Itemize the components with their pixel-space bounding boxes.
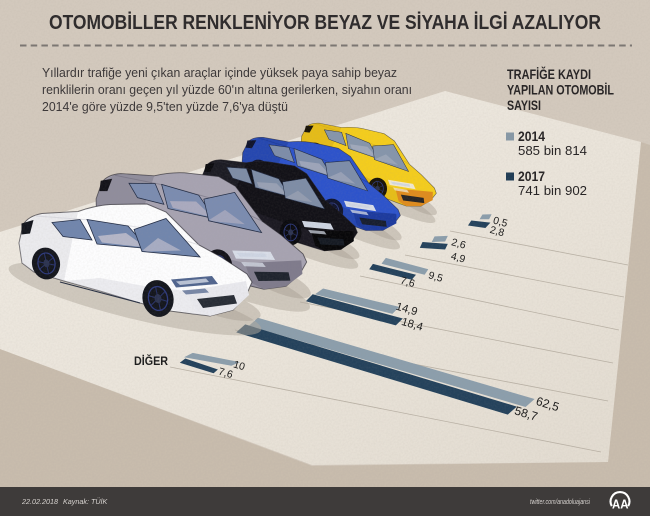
svg-text:twitter.com/anadoluajansi: twitter.com/anadoluajansi xyxy=(530,497,590,506)
svg-text:22.02.2018: 22.02.2018 xyxy=(21,497,58,506)
svg-text:Kaynak: TÜİK: Kaynak: TÜİK xyxy=(63,497,109,506)
svg-text:AA: AA xyxy=(612,496,629,511)
